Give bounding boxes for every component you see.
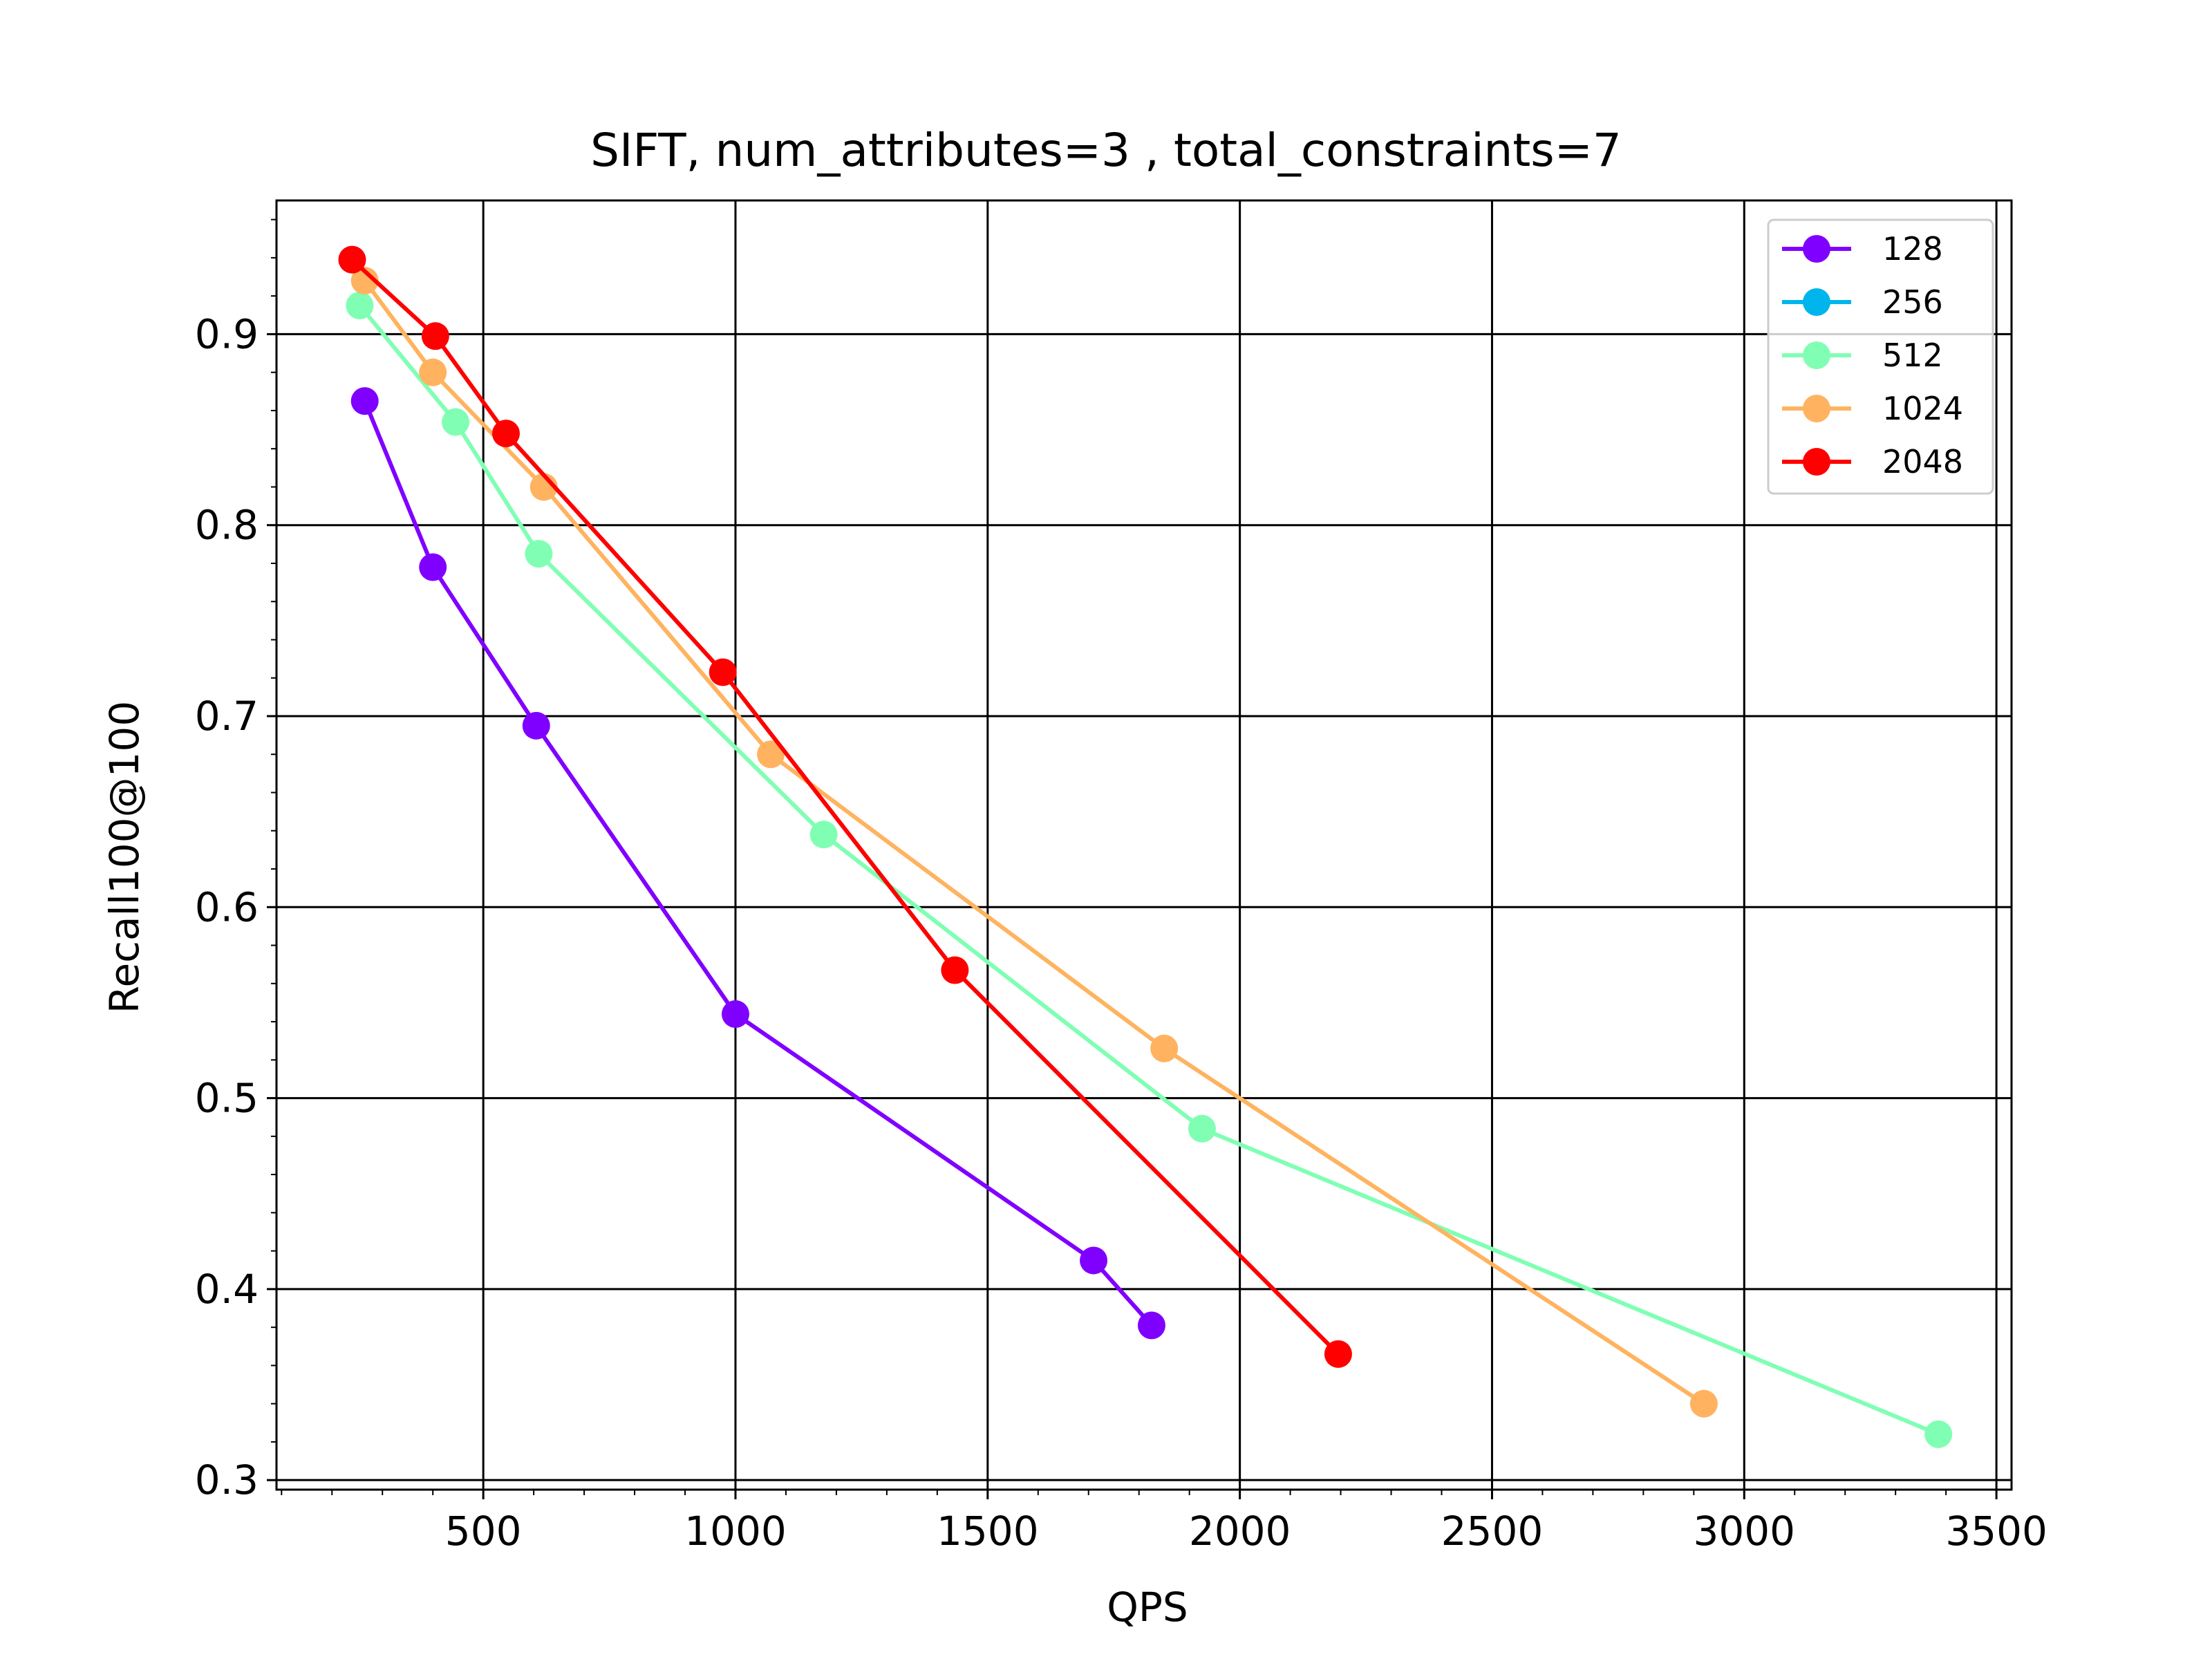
- legend-box: [1767, 218, 1994, 495]
- y-tick-label: 0.3: [195, 1456, 259, 1503]
- data-point-512: [1924, 1420, 1953, 1448]
- data-point-2048: [709, 658, 737, 686]
- y-tick-label: 0.4: [195, 1266, 259, 1313]
- y-tick-label: 0.7: [195, 693, 259, 740]
- data-point-128: [1080, 1246, 1108, 1275]
- series-line-2048: [350, 258, 1340, 1356]
- x-tick-label: 500: [445, 1508, 522, 1555]
- series-1024: [350, 267, 1718, 1418]
- series-512: [346, 291, 1953, 1448]
- legend-label: 1024: [1882, 390, 1963, 427]
- series-128: [350, 387, 1165, 1340]
- x-tick-label: 1500: [937, 1508, 1039, 1555]
- data-point-128: [721, 1000, 749, 1029]
- legend-label: 512: [1882, 337, 1943, 374]
- data-point-128: [1137, 1311, 1165, 1340]
- data-point-512: [809, 821, 838, 849]
- data-point-512: [1188, 1114, 1216, 1143]
- data-point-2048: [491, 420, 520, 448]
- data-point-2048: [338, 245, 366, 274]
- data-point-512: [442, 408, 470, 436]
- y-tick-label: 0.6: [195, 883, 259, 930]
- series-line-512: [358, 304, 1940, 1436]
- axis-ticks: 500 1000 1500 2000 2500 3000 3500 0.3 0.4 0.5 0.6 0…: [195, 218, 2047, 1555]
- legend-item-128: 128: [1782, 230, 1943, 268]
- legend-item-2048: 2048: [1782, 443, 1963, 480]
- plot-series: [338, 245, 1953, 1448]
- x-axis-label: QPS: [1107, 1584, 1188, 1631]
- legend-label: 2048: [1882, 443, 1963, 480]
- series-2048: [338, 245, 1352, 1368]
- data-point-1024: [350, 267, 379, 295]
- data-point-1024: [419, 358, 447, 386]
- series-line-128: [362, 400, 1154, 1327]
- legend-label: 128: [1882, 230, 1943, 268]
- x-tick-label: 3500: [1945, 1508, 2047, 1555]
- x-tick-label: 3000: [1693, 1508, 1795, 1555]
- chart-title: SIFT, num_attributes=3 , total_constrain…: [590, 124, 1622, 177]
- legend-item-1024: 1024: [1782, 390, 1963, 427]
- data-point-2048: [421, 322, 449, 350]
- legend-item-256: 256: [1782, 283, 1943, 321]
- data-point-2048: [1324, 1340, 1352, 1368]
- data-point-128: [522, 711, 550, 740]
- legend-marker: [1803, 288, 1830, 316]
- series-line-1024: [363, 279, 1705, 1406]
- x-tick-label: 2500: [1441, 1508, 1544, 1555]
- grid: [276, 200, 2012, 1490]
- legend-marker: [1803, 341, 1830, 369]
- legend: 128 256 512 1024 2048: [1767, 218, 1994, 495]
- y-tick-label: 0.5: [195, 1075, 259, 1122]
- legend-marker: [1803, 448, 1830, 476]
- x-tick-label: 1000: [684, 1508, 787, 1555]
- legend-item-512: 512: [1782, 337, 1943, 374]
- data-point-2048: [941, 956, 969, 984]
- legend-marker: [1803, 395, 1830, 422]
- data-point-128: [419, 553, 447, 581]
- data-point-512: [525, 540, 553, 568]
- legend-marker: [1803, 235, 1830, 263]
- data-point-1024: [1689, 1389, 1718, 1418]
- y-axis-label: Recall100@100: [101, 701, 148, 1013]
- x-tick-label: 2000: [1189, 1508, 1291, 1555]
- data-point-128: [350, 387, 379, 415]
- plot-area-frame: [275, 199, 2013, 1491]
- data-point-1024: [757, 740, 785, 769]
- data-point-1024: [1150, 1034, 1179, 1062]
- y-tick-label: 0.9: [195, 310, 259, 357]
- y-tick-label: 0.8: [195, 502, 259, 549]
- data-point-512: [346, 291, 374, 319]
- legend-label: 256: [1882, 283, 1943, 321]
